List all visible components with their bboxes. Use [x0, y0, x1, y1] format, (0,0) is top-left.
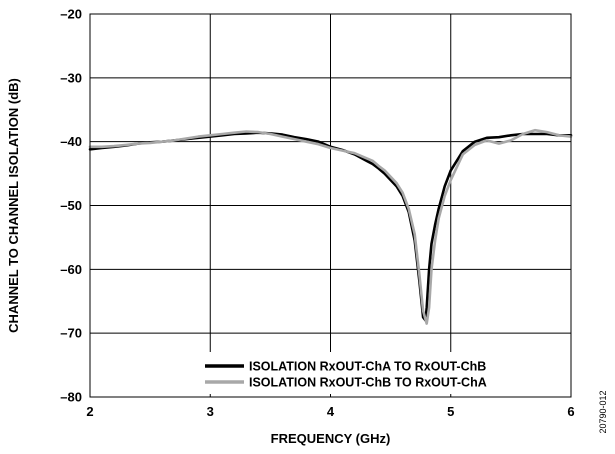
- series-line-2: [88, 128, 573, 325]
- legend-label-series-2: ISOLATION RxOUT-ChB TO RxOUT-ChA: [249, 376, 487, 390]
- x-tick-label: 2: [86, 404, 93, 419]
- y-tick-label: –40: [60, 134, 82, 149]
- figure-id: 20790-012: [598, 390, 608, 433]
- legend: ISOLATION RxOUT-ChA TO RxOUT-ChB ISOLATI…: [200, 352, 570, 394]
- x-tick-label: 4: [327, 404, 335, 419]
- y-tick-label: –80: [60, 390, 82, 405]
- x-tick-label: 5: [447, 404, 454, 419]
- y-tick-label: –30: [60, 70, 82, 85]
- y-tick-label: –50: [60, 198, 82, 213]
- x-tick-label: 3: [207, 404, 214, 419]
- x-axis-label: FREQUENCY (GHz): [271, 431, 391, 446]
- series-lines: [88, 128, 573, 325]
- grid: [90, 14, 571, 397]
- y-tick-label: –70: [60, 326, 82, 341]
- y-tick-label: –20: [60, 7, 82, 22]
- legend-background: [200, 352, 570, 394]
- tick-labels: 2 3 4 5 6 –20 –30 –40 –50 –60 –70 –80: [60, 7, 574, 420]
- y-axis-label: CHANNEL TO CHANNEL ISOLATION (dB): [6, 78, 21, 333]
- y-tick-label: –60: [60, 262, 82, 277]
- legend-label-series-1: ISOLATION RxOUT-ChA TO RxOUT-ChB: [249, 360, 486, 374]
- x-tick-label: 6: [567, 404, 574, 419]
- plot-frame: [89, 13, 572, 398]
